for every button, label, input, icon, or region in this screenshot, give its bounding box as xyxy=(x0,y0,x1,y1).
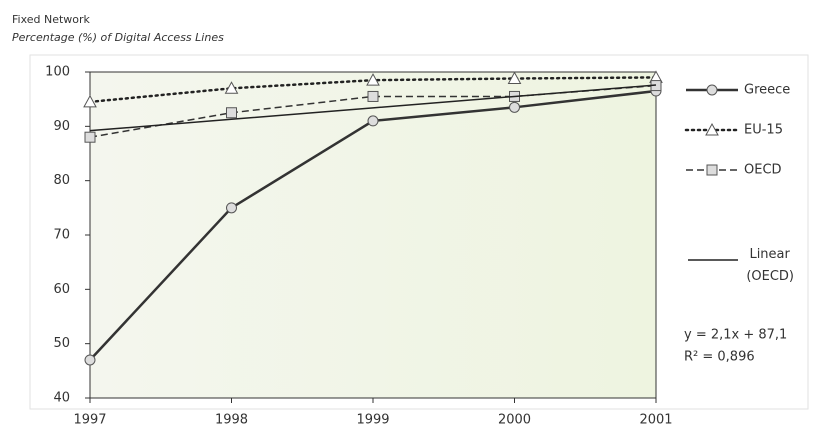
point xyxy=(226,202,237,214)
series-line xyxy=(89,84,657,132)
x-tick-label: 1998 xyxy=(215,413,248,428)
annotation: R² = 0,896 xyxy=(684,350,755,365)
point xyxy=(507,71,522,85)
x-tick-label: 2001 xyxy=(639,413,672,428)
point xyxy=(367,90,379,102)
point xyxy=(366,73,380,86)
point xyxy=(509,101,520,113)
legend-label: Greece xyxy=(744,83,790,98)
point xyxy=(84,354,96,366)
legend-label: EU-15 xyxy=(744,123,783,138)
x-tick-label: 2000 xyxy=(498,413,531,428)
x-tick-label: 1997 xyxy=(73,413,106,428)
annotation: y = 2,1x + 87,1 xyxy=(684,328,787,343)
y-tick-label: 100 xyxy=(45,65,70,80)
chart-subtitle: Percentage (%) of Digital Access Lines xyxy=(12,31,224,44)
chart-title: Fixed Network xyxy=(12,13,91,26)
y-tick-label: 40 xyxy=(53,391,70,406)
legend-label: Linear (OECD) xyxy=(746,247,794,284)
x-tick-label: 1999 xyxy=(356,413,389,428)
y-tick-label: 70 xyxy=(53,228,70,243)
y-tick-label: 90 xyxy=(53,119,70,134)
point xyxy=(83,94,97,108)
point xyxy=(226,107,237,119)
frame xyxy=(29,54,809,410)
point xyxy=(367,115,379,127)
legend-marker xyxy=(706,164,718,176)
point xyxy=(84,131,96,143)
y-tick-label: 60 xyxy=(53,282,70,297)
y-tick-label: 50 xyxy=(53,336,70,351)
y-tick-label: 80 xyxy=(53,173,70,188)
legend-marker xyxy=(706,84,718,96)
legend-label: OECD xyxy=(744,163,782,178)
legend-marker xyxy=(705,122,719,136)
point xyxy=(224,81,239,94)
